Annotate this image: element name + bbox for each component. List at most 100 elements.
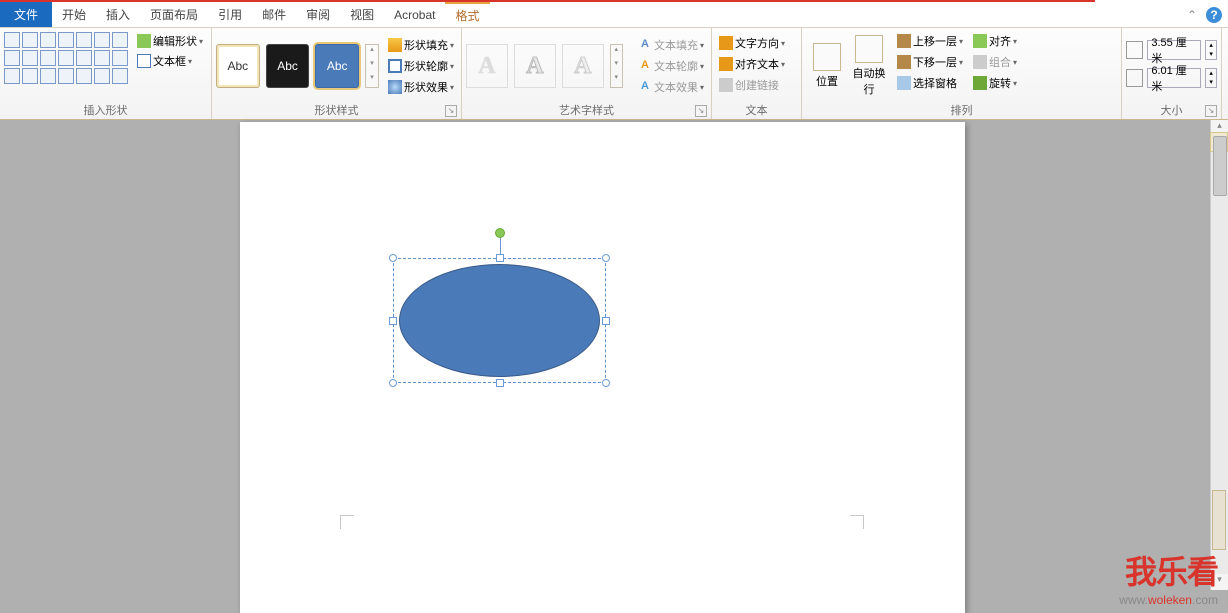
margin-mark-icon bbox=[340, 515, 354, 529]
text-outline-icon: A bbox=[638, 59, 652, 73]
text-effects-icon: A bbox=[638, 80, 652, 94]
width-icon bbox=[1126, 69, 1143, 87]
vertical-scrollbar[interactable]: ▴ ▾ bbox=[1210, 120, 1228, 590]
align-text-icon bbox=[719, 57, 733, 71]
edit-shape-icon bbox=[137, 34, 151, 48]
scroll-thumb[interactable] bbox=[1213, 136, 1227, 196]
wordart-more[interactable]: ▴▾▾ bbox=[610, 44, 623, 88]
shape-effects-icon bbox=[388, 80, 402, 94]
handle-s[interactable] bbox=[496, 379, 504, 387]
watermark: 我乐看 www.woleken.com bbox=[1119, 547, 1218, 607]
height-icon bbox=[1126, 41, 1143, 59]
group-insert-shapes: 编辑形状▾ 文本框▾ 插入形状 bbox=[0, 28, 212, 119]
send-backward-icon bbox=[897, 55, 911, 69]
shape-styles-dialog-icon[interactable]: ↘ bbox=[445, 105, 457, 117]
tab-file[interactable]: 文件 bbox=[0, 2, 52, 27]
text-effects-button[interactable]: A文本效果▾ bbox=[635, 78, 707, 96]
group-label: 排列 bbox=[802, 102, 1121, 118]
handle-w[interactable] bbox=[389, 317, 397, 325]
shape-outline-button[interactable]: 形状轮廓▾ bbox=[385, 57, 457, 75]
tab-mail[interactable]: 邮件 bbox=[252, 2, 296, 27]
handle-sw[interactable] bbox=[389, 379, 397, 387]
rotate-line bbox=[500, 236, 501, 254]
handle-nw[interactable] bbox=[389, 254, 397, 262]
wordart-dialog-icon[interactable]: ↘ bbox=[695, 105, 707, 117]
text-direction-button[interactable]: 文字方向▾ bbox=[716, 34, 797, 52]
text-box-icon bbox=[137, 54, 151, 68]
ribbon-tabs: 文件 开始 插入 页面布局 引用 邮件 审阅 视图 Acrobat 格式 ⌃ ? bbox=[0, 2, 1228, 27]
position-button[interactable]: 位置 bbox=[806, 32, 848, 100]
group-wordart-styles: A A A ▴▾▾ A文本填充▾ A文本轮廓▾ A文本效果▾ 艺术字样式 ↘ bbox=[462, 28, 712, 119]
group-text: 文字方向▾ 对齐文本▾ 创建链接 文本 bbox=[712, 28, 802, 119]
page[interactable] bbox=[240, 122, 965, 613]
tab-review[interactable]: 审阅 bbox=[296, 2, 340, 27]
height-spinner[interactable]: ▴▾ bbox=[1205, 40, 1217, 60]
wordart-preset-1[interactable]: A bbox=[466, 44, 508, 88]
shape-style-preset-1[interactable]: Abc bbox=[216, 44, 260, 88]
shape-selection[interactable] bbox=[393, 258, 606, 383]
bring-forward-button[interactable]: 上移一层▾ bbox=[894, 32, 966, 50]
handle-n[interactable] bbox=[496, 254, 504, 262]
tab-format[interactable]: 格式 bbox=[445, 2, 489, 27]
shapes-gallery[interactable] bbox=[4, 32, 128, 84]
tab-acrobat[interactable]: Acrobat bbox=[384, 2, 445, 27]
align-icon bbox=[973, 34, 987, 48]
create-link-button[interactable]: 创建链接 bbox=[716, 76, 797, 94]
handle-se[interactable] bbox=[602, 379, 610, 387]
rotate-icon bbox=[973, 76, 987, 90]
tab-home[interactable]: 开始 bbox=[52, 2, 96, 27]
rotate-handle[interactable] bbox=[495, 228, 505, 238]
group-button[interactable]: 组合▾ bbox=[970, 53, 1020, 71]
selection-pane-icon bbox=[897, 76, 911, 90]
tab-references[interactable]: 引用 bbox=[208, 2, 252, 27]
edit-shape-button[interactable]: 编辑形状▾ bbox=[134, 32, 206, 50]
size-dialog-icon[interactable]: ↘ bbox=[1205, 105, 1217, 117]
group-label: 艺术字样式 bbox=[462, 102, 711, 118]
group-label: 形状样式 bbox=[212, 102, 461, 118]
text-outline-button[interactable]: A文本轮廓▾ bbox=[635, 57, 707, 75]
selection-pane-button[interactable]: 选择窗格 bbox=[894, 74, 966, 92]
shape-style-more[interactable]: ▴▾▾ bbox=[365, 44, 379, 88]
text-fill-button[interactable]: A文本填充▾ bbox=[635, 36, 707, 54]
wordart-preset-3[interactable]: A bbox=[562, 44, 604, 88]
send-backward-button[interactable]: 下移一层▾ bbox=[894, 53, 966, 71]
watermark-url: www.woleken.com bbox=[1119, 593, 1218, 607]
document-area bbox=[0, 120, 1228, 613]
ribbon: 编辑形状▾ 文本框▾ 插入形状 Abc Abc Abc ▴▾▾ 形状填充▾ 形状… bbox=[0, 27, 1228, 120]
position-icon bbox=[813, 43, 841, 71]
group-size: 3.55 厘米 ▴▾ 6.01 厘米 ▴▾ 大小 ↘ bbox=[1122, 28, 1222, 119]
shape-outline-icon bbox=[388, 59, 402, 73]
link-icon bbox=[719, 78, 733, 92]
width-input[interactable]: 6.01 厘米 bbox=[1147, 68, 1201, 88]
handle-e[interactable] bbox=[602, 317, 610, 325]
wrap-text-button[interactable]: 自动换行 bbox=[848, 32, 890, 100]
height-input[interactable]: 3.55 厘米 bbox=[1147, 40, 1201, 60]
group-shape-styles: Abc Abc Abc ▴▾▾ 形状填充▾ 形状轮廓▾ 形状效果▾ 形状样式 ↘ bbox=[212, 28, 462, 119]
width-spinner[interactable]: ▴▾ bbox=[1205, 68, 1217, 88]
text-direction-icon bbox=[719, 36, 733, 50]
handle-ne[interactable] bbox=[602, 254, 610, 262]
wrap-icon bbox=[855, 35, 883, 63]
tab-layout[interactable]: 页面布局 bbox=[140, 2, 208, 27]
tab-insert[interactable]: 插入 bbox=[96, 2, 140, 27]
wordart-preset-2[interactable]: A bbox=[514, 44, 556, 88]
align-text-button[interactable]: 对齐文本▾ bbox=[716, 55, 797, 73]
watermark-text: 我乐看 bbox=[1119, 547, 1218, 593]
bring-forward-icon bbox=[897, 34, 911, 48]
tab-view[interactable]: 视图 bbox=[340, 2, 384, 27]
align-button[interactable]: 对齐▾ bbox=[970, 32, 1020, 50]
text-fill-icon: A bbox=[638, 38, 652, 52]
text-box-button[interactable]: 文本框▾ bbox=[134, 52, 206, 70]
group-arrange: 位置 自动换行 上移一层▾ 下移一层▾ 选择窗格 对齐▾ 组合▾ 旋转▾ 排列 bbox=[802, 28, 1122, 119]
rotate-button[interactable]: 旋转▾ bbox=[970, 74, 1020, 92]
shape-style-preset-2[interactable]: Abc bbox=[266, 44, 310, 88]
help-icon[interactable]: ? bbox=[1206, 7, 1222, 23]
margin-mark-icon bbox=[850, 515, 864, 529]
shape-fill-icon bbox=[388, 38, 402, 52]
shape-effects-button[interactable]: 形状效果▾ bbox=[385, 78, 457, 96]
shape-style-preset-3[interactable]: Abc bbox=[315, 44, 359, 88]
shape-fill-button[interactable]: 形状填充▾ bbox=[385, 36, 457, 54]
minimize-ribbon-icon[interactable]: ⌃ bbox=[1184, 7, 1200, 23]
scroll-region bbox=[1212, 490, 1226, 550]
group-label: 文本 bbox=[712, 102, 801, 118]
